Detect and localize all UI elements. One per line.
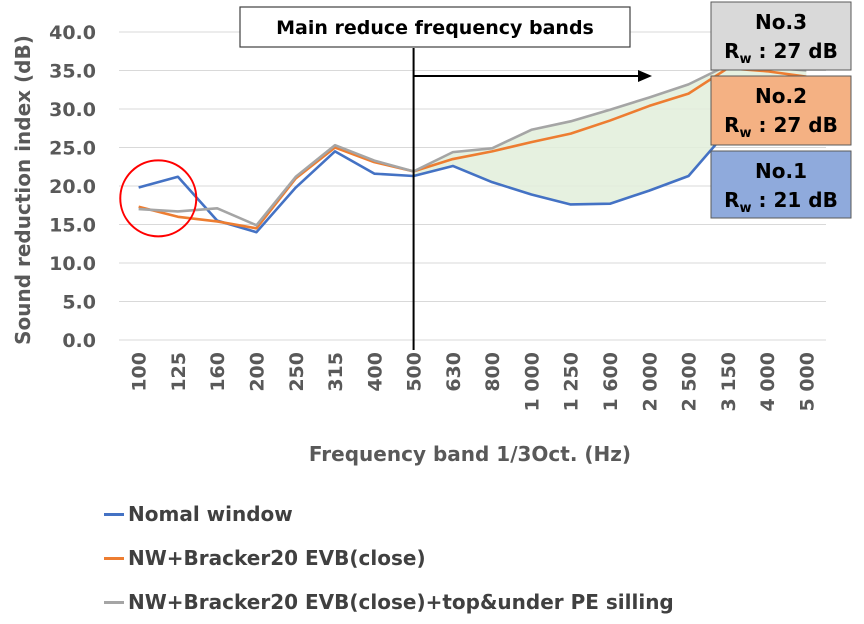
rw-box: No.2 Rw : 27 dB	[710, 75, 852, 146]
x-tick-label: 125	[168, 352, 190, 392]
rw-symbol: R	[724, 113, 739, 137]
rw-box-value: Rw : 21 dB	[724, 188, 838, 216]
x-tick-labels: 100 125 160 200 250 315 400 500 630 800 1 000 1 250…	[129, 352, 819, 412]
rw-box-value: Rw : 27 dB	[724, 113, 838, 141]
rw-boxes: No.3 Rw : 27 dB No.2 Rw : 27 dB No.1 Rw : 21 …	[710, 1, 852, 219]
band-label-box: Main reduce frequency bands	[239, 6, 631, 48]
y-tick-label: 30.0	[49, 99, 96, 121]
x-tick-label: 160	[207, 352, 229, 392]
y-axis-title: Sound reduction index (dB)	[11, 35, 35, 345]
y-tick-label: 20.0	[49, 176, 96, 198]
band-arrowhead	[638, 70, 652, 82]
rw-box-number: No.2	[755, 84, 807, 108]
rw-box-value: Rw : 27 dB	[724, 39, 838, 67]
y-tick-label: 15.0	[49, 215, 96, 237]
x-tick-label: 630	[443, 352, 465, 392]
x-tick-label: 315	[325, 352, 347, 392]
x-tick-label: 1 000	[521, 352, 543, 412]
legend-item: Nomal window	[104, 492, 674, 536]
legend-label: Nomal window	[128, 502, 293, 526]
rw-box-background	[710, 75, 852, 146]
series-line	[138, 129, 807, 234]
reduction-area-fill	[413, 65, 807, 205]
series-lines	[138, 63, 807, 234]
rw-box: No.1 Rw : 21 dB	[710, 150, 852, 219]
series-line	[138, 66, 807, 230]
y-tick-label: 5.0	[62, 292, 96, 314]
band-label: Main reduce frequency bands	[276, 17, 594, 39]
rw-subscript: w	[740, 201, 752, 216]
y-tick-label: 10.0	[49, 253, 96, 275]
legend-label: NW+Bracker20 EVB(close)	[128, 546, 426, 570]
x-tick-label: 5 000	[796, 352, 818, 412]
rw-value: : 27 dB	[752, 113, 838, 137]
rw-subscript: w	[740, 126, 752, 141]
x-tick-label: 100	[129, 352, 151, 392]
x-tick-label: 2 000	[639, 352, 661, 412]
rw-box: No.3 Rw : 27 dB	[710, 1, 852, 71]
rw-value: : 21 dB	[752, 188, 838, 212]
legend-swatch	[104, 556, 124, 560]
legend: Nomal window NW+Bracker20 EVB(close) NW+…	[104, 492, 674, 624]
legend-item: NW+Bracker20 EVB(close)	[104, 536, 674, 580]
x-tick-label: 250	[286, 352, 308, 392]
x-tick-label: 3 150	[718, 352, 740, 412]
x-tick-label: 4 000	[757, 352, 779, 412]
y-tick-label: 0.0	[62, 330, 96, 352]
rw-box-number: No.1	[755, 159, 807, 183]
legend-swatch	[104, 512, 124, 516]
y-tick-label: 35.0	[49, 61, 96, 83]
rw-value: : 27 dB	[752, 39, 838, 63]
y-tick-label: 25.0	[49, 138, 96, 160]
y-tick-labels: 0.0 5.0 10.0 15.0 20.0 25.0 30.0 35.0 40.0	[49, 22, 96, 352]
series-line	[138, 63, 807, 227]
x-tick-label: 400	[364, 352, 386, 392]
rw-symbol: R	[724, 39, 739, 63]
x-tick-label: 800	[482, 352, 504, 392]
rw-symbol: R	[724, 188, 739, 212]
highlight-circle	[119, 159, 198, 238]
legend-item: NW+Bracker20 EVB(close)+top&under PE sil…	[104, 580, 674, 624]
legend-swatch	[104, 600, 124, 604]
x-tick-label: 1 600	[600, 352, 622, 412]
x-axis-title: Frequency band 1/3Oct. (Hz)	[309, 442, 631, 466]
rw-box-number: No.3	[755, 10, 807, 34]
y-tick-label: 40.0	[49, 22, 96, 44]
rw-box-background	[710, 1, 852, 71]
x-tick-label: 200	[246, 352, 268, 392]
rw-subscript: w	[740, 52, 752, 67]
x-tick-label: 1 250	[561, 352, 583, 412]
x-tick-label: 500	[404, 352, 426, 392]
legend-label: NW+Bracker20 EVB(close)+top&under PE sil…	[128, 590, 674, 614]
x-tick-label: 2 500	[679, 352, 701, 412]
rw-box-background	[710, 150, 852, 219]
